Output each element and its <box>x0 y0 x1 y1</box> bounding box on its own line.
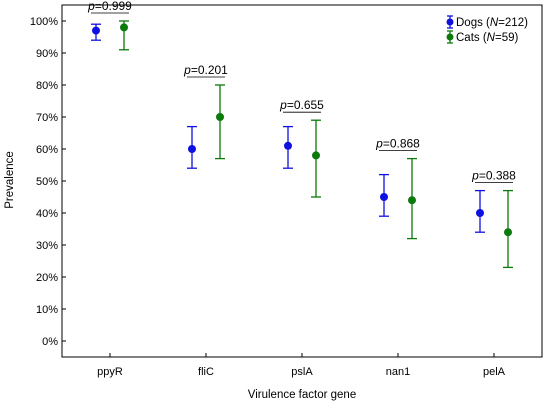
y-tick-label: 20% <box>36 272 58 284</box>
legend-marker-dot <box>446 18 454 26</box>
x-tick-label: nan1 <box>386 366 410 378</box>
y-tick-label: 30% <box>36 240 58 252</box>
legend-entry-cats: Cats (N=59) <box>456 32 518 44</box>
x-tick-label: ppyR <box>97 366 123 378</box>
x-axis-title: Virulence factor gene <box>248 389 356 401</box>
legend-marker-dot <box>446 33 454 41</box>
pvalue-layer: p=0.999 p=0.201 p=0.655 p=0.868 p=0.388 <box>87 0 516 184</box>
data-point <box>504 228 512 237</box>
y-tick-label: 80% <box>36 80 58 92</box>
y-tick-label: 0% <box>42 336 58 348</box>
p-value-label: p=0.201 <box>183 63 228 77</box>
x-tick-label: pslA <box>291 366 313 378</box>
x-tick-label: fliC <box>198 366 214 378</box>
x-tick-label: pelA <box>483 366 506 378</box>
data-point <box>284 141 292 150</box>
y-tick-label: 60% <box>36 144 58 156</box>
series-layer <box>91 20 513 269</box>
y-tick-label: 70% <box>36 112 58 124</box>
data-point <box>408 196 416 205</box>
legend-entry-dogs: Dogs (N=212) <box>456 17 528 29</box>
data-point <box>188 145 196 153</box>
y-tick-label: 90% <box>36 48 58 60</box>
data-point <box>216 113 224 121</box>
y-tick-label: 100% <box>30 16 58 28</box>
legend: Dogs (N=212) Cats (N=59) <box>437 12 539 48</box>
series-cats <box>119 20 513 269</box>
plot-frame <box>61 4 543 358</box>
legend-box <box>437 12 539 48</box>
p-value-label: p=0.868 <box>375 137 420 151</box>
p-value-label: p=0.655 <box>279 98 324 112</box>
x-axis: ppyR fliC pslA nan1 pelA <box>97 353 506 378</box>
y-axis-title: Prevalence <box>4 151 16 209</box>
data-point <box>380 193 388 201</box>
data-point <box>92 26 100 35</box>
series-dogs <box>91 23 485 233</box>
y-axis: 0% 10% 20% 30% 40% 50% 60% 70% 80% 90% 100% <box>30 16 66 348</box>
data-point <box>120 23 128 32</box>
p-value-label: p=0.388 <box>471 169 516 183</box>
p-value-label: p=0.999 <box>87 0 132 13</box>
data-point <box>476 209 484 217</box>
y-tick-label: 40% <box>36 208 58 220</box>
y-tick-label: 10% <box>36 304 58 316</box>
data-point <box>312 151 320 160</box>
y-tick-label: 50% <box>36 176 58 188</box>
